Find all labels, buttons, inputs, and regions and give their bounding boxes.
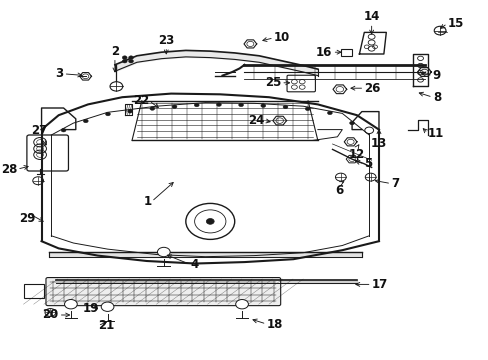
Text: 25: 25 xyxy=(264,76,281,89)
Circle shape xyxy=(122,59,127,63)
Text: 8: 8 xyxy=(432,91,440,104)
Text: 12: 12 xyxy=(348,148,365,161)
Text: 1: 1 xyxy=(143,195,151,208)
Text: 15: 15 xyxy=(447,17,463,30)
Circle shape xyxy=(349,121,354,125)
Circle shape xyxy=(122,56,127,59)
Circle shape xyxy=(128,59,133,63)
Text: 28: 28 xyxy=(1,163,17,176)
Circle shape xyxy=(194,103,199,107)
Circle shape xyxy=(305,107,309,111)
Circle shape xyxy=(105,112,110,116)
Circle shape xyxy=(283,105,287,109)
Text: 10: 10 xyxy=(273,31,289,44)
Text: 19: 19 xyxy=(82,302,99,315)
Circle shape xyxy=(235,300,248,309)
Circle shape xyxy=(238,103,243,107)
Text: 14: 14 xyxy=(363,10,379,23)
Text: 18: 18 xyxy=(266,318,282,330)
Circle shape xyxy=(216,103,221,107)
Circle shape xyxy=(128,56,133,59)
Circle shape xyxy=(157,247,170,257)
Circle shape xyxy=(61,129,66,132)
Text: 16: 16 xyxy=(316,46,332,59)
Text: 9: 9 xyxy=(432,69,440,82)
Circle shape xyxy=(101,302,114,311)
Text: 26: 26 xyxy=(364,82,380,95)
Circle shape xyxy=(83,119,88,123)
FancyBboxPatch shape xyxy=(46,278,280,306)
Text: 4: 4 xyxy=(190,258,199,271)
Bar xyxy=(341,49,351,56)
Circle shape xyxy=(150,107,155,110)
Text: 22: 22 xyxy=(133,94,149,107)
Text: 21: 21 xyxy=(98,319,114,332)
Circle shape xyxy=(327,111,332,115)
Text: 6: 6 xyxy=(335,184,343,197)
Text: 3: 3 xyxy=(55,67,63,80)
Text: 13: 13 xyxy=(370,137,386,150)
Text: 5: 5 xyxy=(364,157,372,170)
Text: 20: 20 xyxy=(42,309,59,321)
Text: 11: 11 xyxy=(427,127,443,140)
Circle shape xyxy=(260,104,265,107)
Circle shape xyxy=(172,105,177,108)
Text: 17: 17 xyxy=(371,278,387,291)
Circle shape xyxy=(127,109,132,113)
Text: 23: 23 xyxy=(158,34,174,47)
Text: 29: 29 xyxy=(19,212,35,225)
Text: 7: 7 xyxy=(390,177,399,190)
Circle shape xyxy=(64,300,77,309)
Text: 2: 2 xyxy=(111,45,119,58)
Text: 24: 24 xyxy=(247,114,264,127)
Circle shape xyxy=(206,219,214,224)
Bar xyxy=(24,284,44,298)
Text: 27: 27 xyxy=(31,124,47,137)
